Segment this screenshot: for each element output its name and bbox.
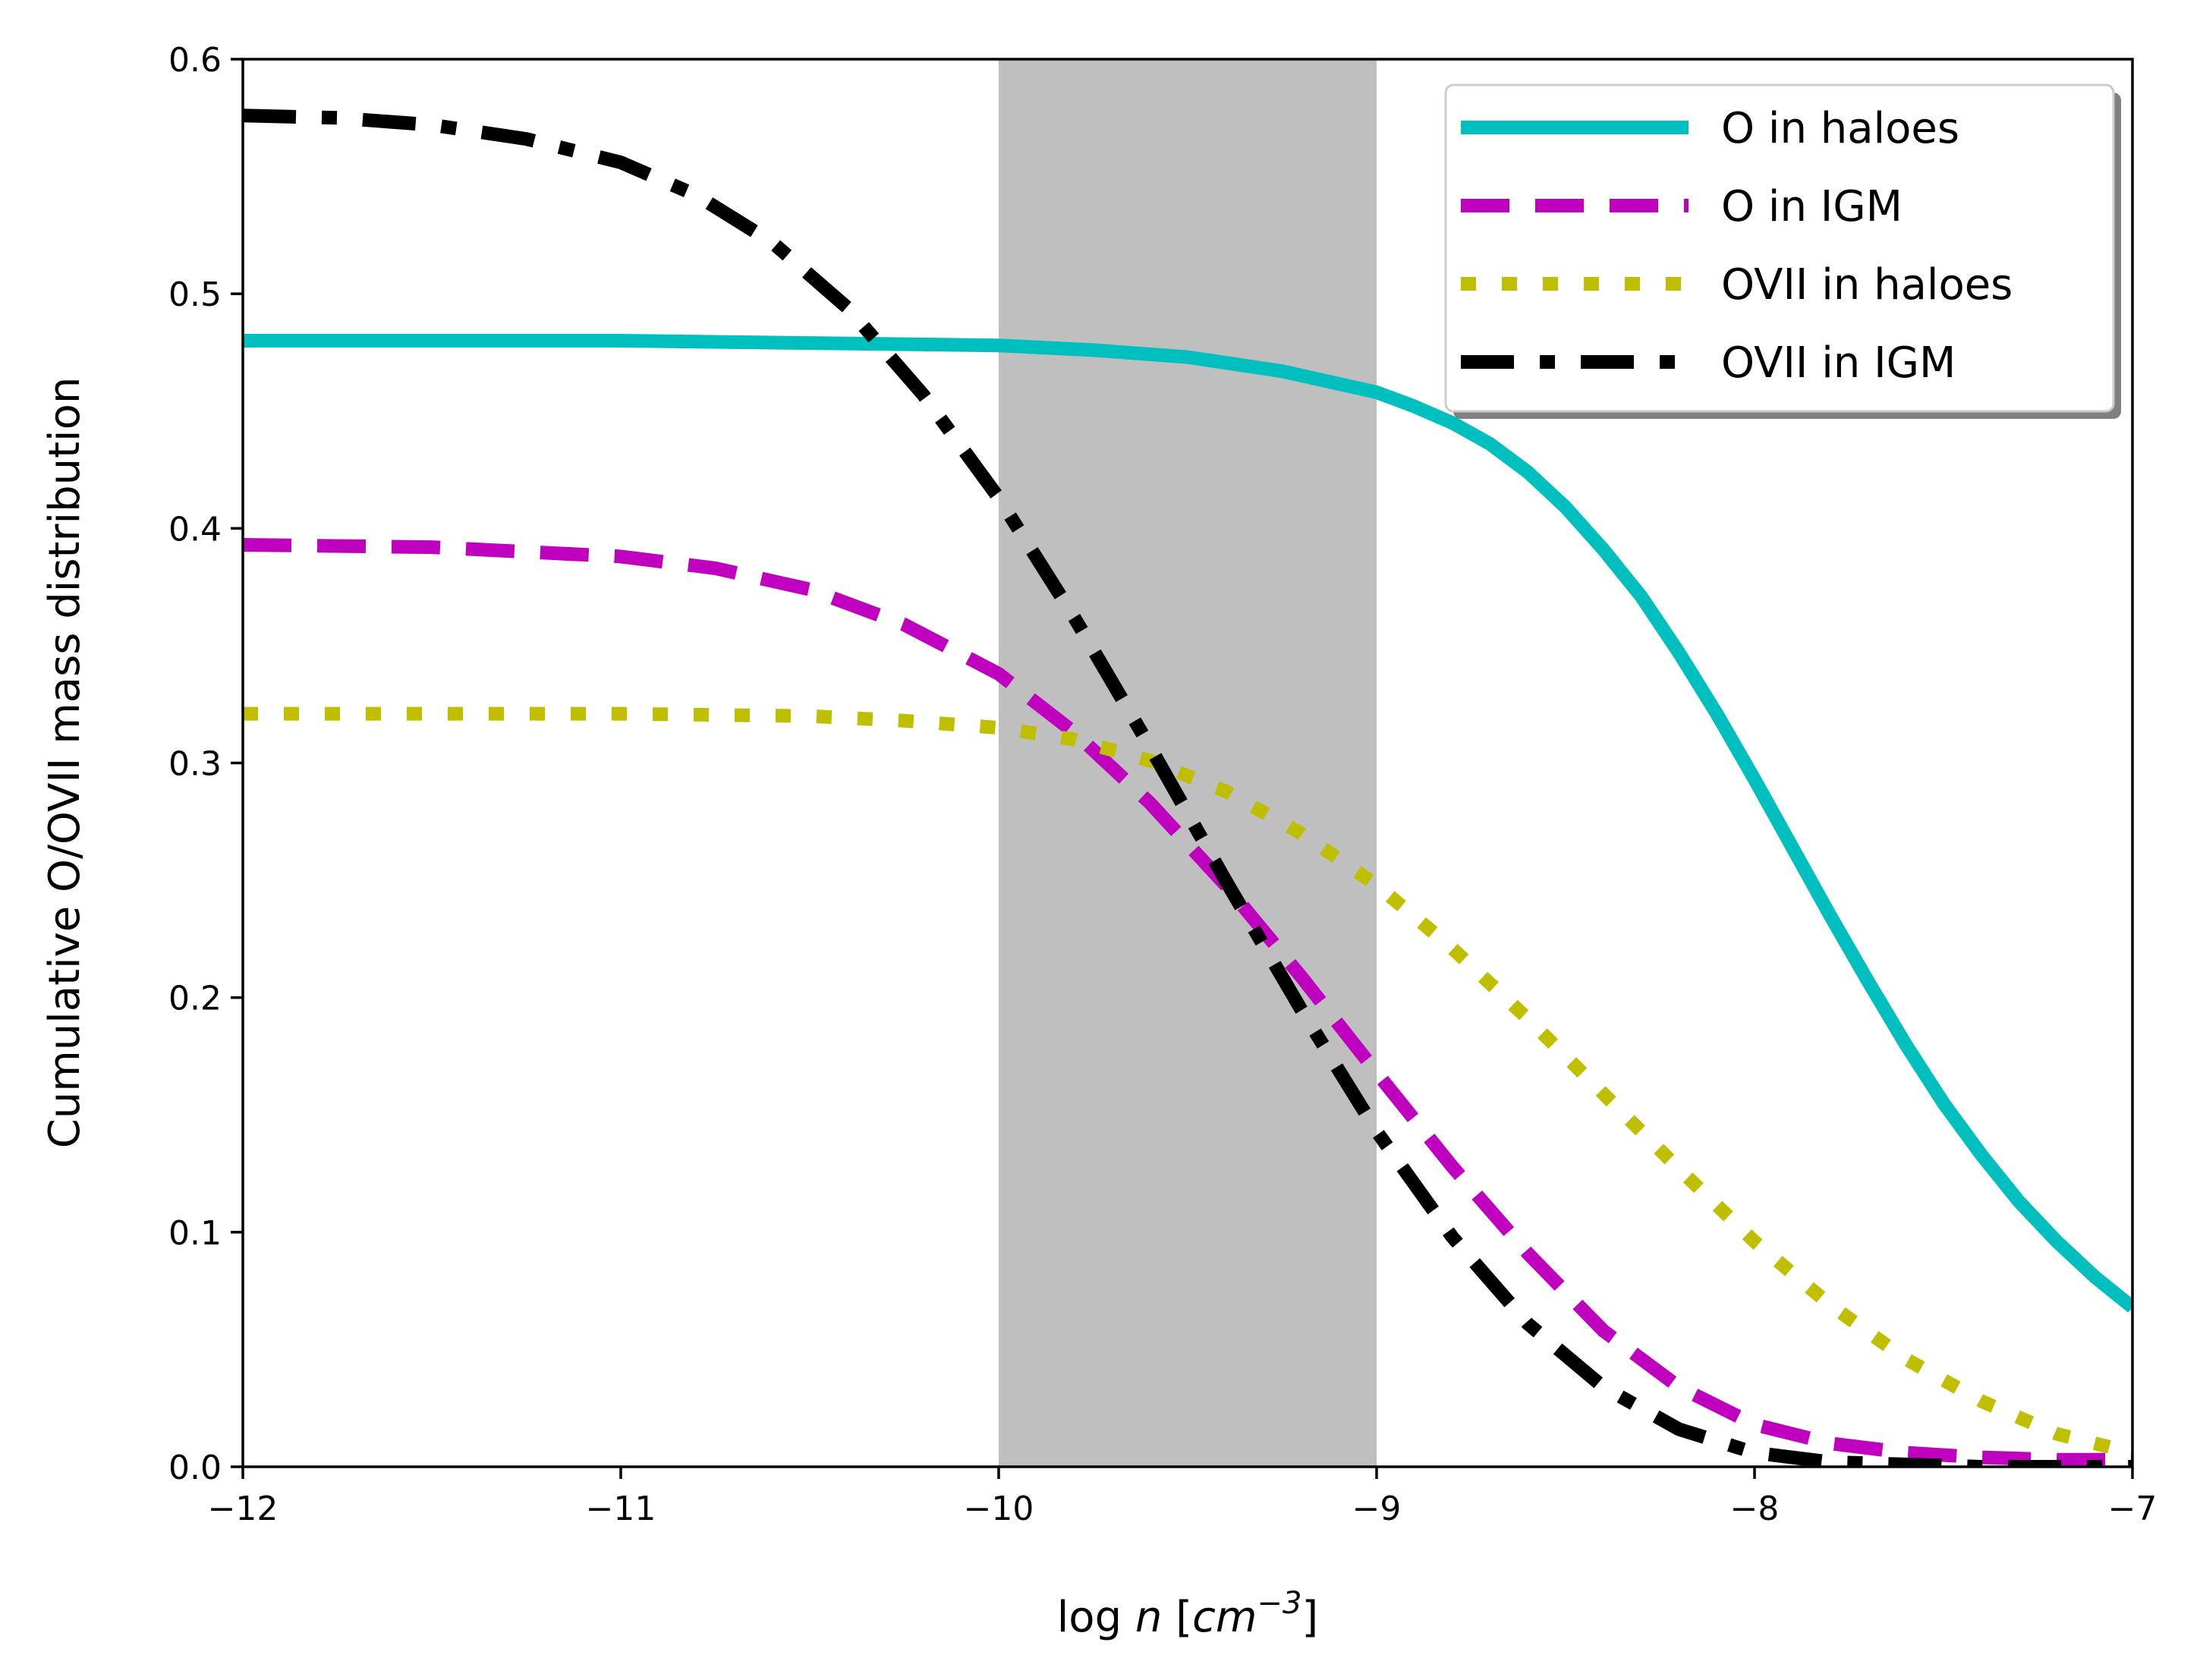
x-tick-label: −10: [964, 1490, 1034, 1528]
x-axis-label-exponent: −3: [1257, 1586, 1301, 1621]
y-tick-label: 0.5: [168, 275, 222, 314]
y-tick-label: 0.0: [168, 1449, 222, 1487]
legend-entries: O in haloes O in IGM OVII in haloes OVII in…: [1461, 104, 2013, 388]
y-axis: 0.0 0.1 0.2 0.3 0.4 0.5 0.6: [168, 41, 243, 1487]
series-layer: [243, 109, 2132, 1467]
y-axis-label: Cumulative O/OVII mass distribution: [40, 377, 90, 1149]
y-tick-label: 0.1: [168, 1214, 222, 1253]
legend-label: OVII in IGM: [1721, 338, 1956, 388]
legend-box: [1444, 83, 2115, 413]
legend-label: O in IGM: [1721, 182, 1903, 231]
series-line-o-in-haloes: [243, 334, 2132, 1313]
series-line-ovii-in-igm: [243, 109, 2132, 1467]
shaded-density-band: [999, 59, 1377, 1467]
legend-label: OVII in haloes: [1721, 260, 2013, 310]
legend-label: O in haloes: [1721, 104, 1959, 153]
x-tick-label: −11: [586, 1490, 656, 1528]
legend: O in haloes O in IGM OVII in haloes OVII in…: [1444, 83, 2115, 413]
x-tick-label: −9: [1352, 1490, 1402, 1528]
x-axis: −12 −11 −10 −9 −8 −7: [208, 1467, 2158, 1528]
x-axis-label-open: [: [1162, 1593, 1192, 1642]
y-tick-label: 0.2: [168, 980, 222, 1018]
x-tick-label: −12: [208, 1490, 279, 1528]
series-line-ovii-in-haloes: [243, 706, 2132, 1460]
y-tick-label: 0.3: [168, 745, 222, 784]
x-axis-label-prefix: log: [1057, 1593, 1135, 1642]
x-axis-label-unit: cm: [1192, 1593, 1257, 1642]
x-axis-label-close: ]: [1301, 1593, 1318, 1642]
series-line-o-in-igm: [243, 538, 2132, 1467]
y-tick-label: 0.4: [168, 510, 222, 549]
y-tick-label: 0.6: [168, 41, 222, 80]
x-tick-label: −7: [2108, 1490, 2158, 1528]
x-tick-label: −8: [1730, 1490, 1780, 1528]
x-axis-label: log n [cm−3]: [1057, 1586, 1319, 1642]
x-axis-label-variable: n: [1135, 1593, 1163, 1642]
